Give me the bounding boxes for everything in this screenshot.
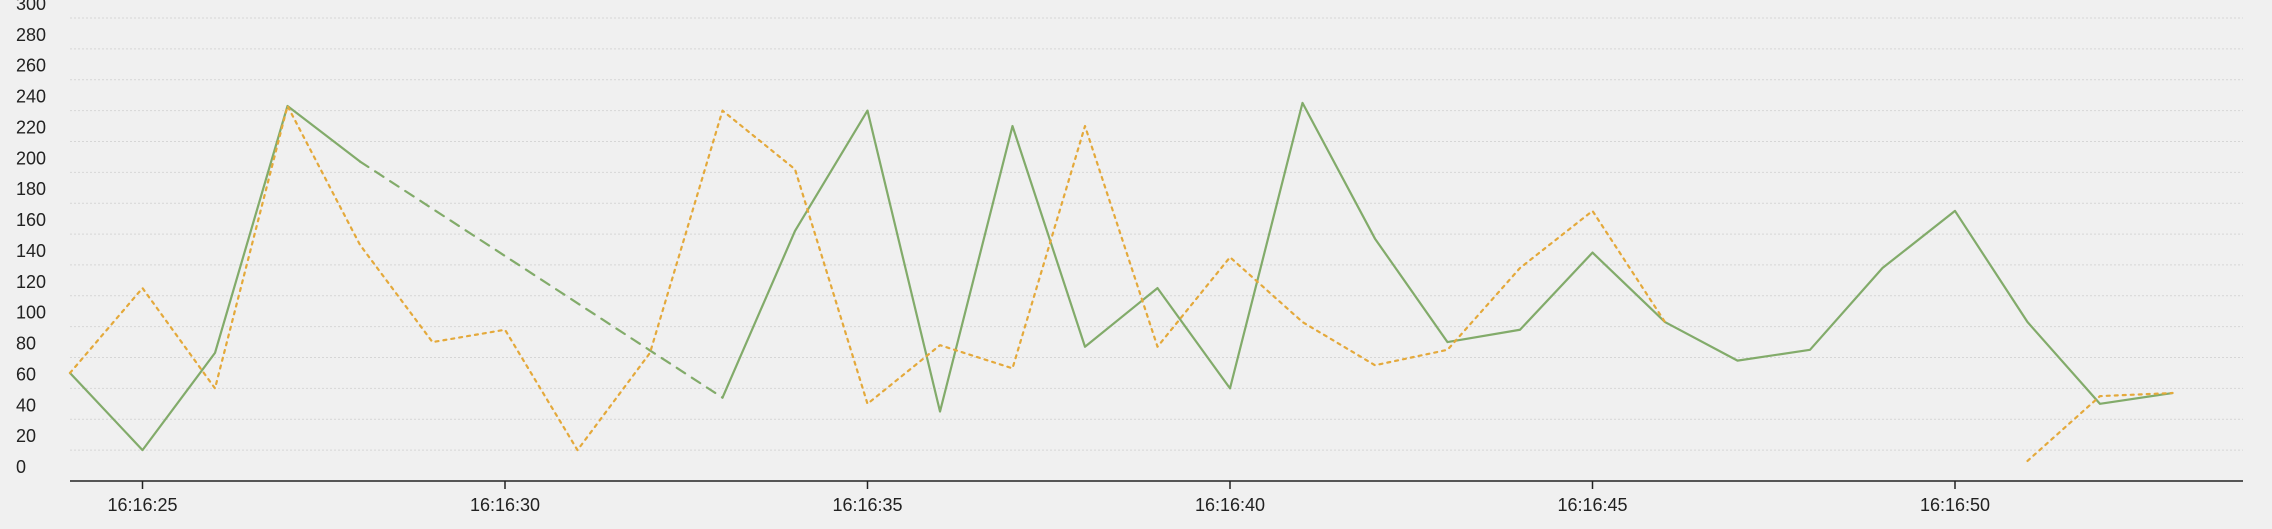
- y-tick-label: 60: [16, 364, 36, 384]
- x-axis: 16:16:25 16:16:30 16:16:35 16:16:40 16:16:45…: [70, 481, 2243, 515]
- y-tick-label: 240: [16, 87, 46, 107]
- x-tick-label: 16:16:35: [832, 495, 902, 515]
- x-tick-label: 16:16:25: [107, 495, 177, 515]
- x-tick-label: 16:16:30: [470, 495, 540, 515]
- y-tick-label: 160: [16, 210, 46, 230]
- y-tick-label: 20: [16, 426, 36, 446]
- x-tick-label: 16:16:50: [1920, 495, 1990, 515]
- series-1: [70, 103, 2173, 450]
- x-tick-label: 16:16:45: [1557, 495, 1627, 515]
- y-tick-label: 200: [16, 148, 46, 168]
- series-line: [70, 106, 1665, 450]
- y-tick-label: 120: [16, 272, 46, 292]
- y-axis-ticks: 0 20 40 60 80 100 120 140 160 180 200 220 240 260 280 3…: [16, 0, 46, 477]
- x-tick-label: 16:16:40: [1195, 495, 1265, 515]
- y-tick-label: 280: [16, 25, 46, 45]
- grid-layer: [70, 18, 2243, 450]
- series-2: [70, 106, 2173, 461]
- series-layer: [70, 103, 2173, 461]
- y-tick-label: 40: [16, 395, 36, 415]
- y-tick-label: 140: [16, 241, 46, 261]
- y-tick-label: 300: [16, 0, 46, 14]
- y-tick-label: 80: [16, 334, 36, 354]
- y-tick-label: 220: [16, 117, 46, 137]
- y-tick-label: 260: [16, 56, 46, 76]
- y-tick-label: 100: [16, 303, 46, 323]
- series-gap-line: [360, 162, 723, 398]
- series-line: [723, 103, 2173, 412]
- series-line: [70, 106, 360, 450]
- y-tick-label: 180: [16, 179, 46, 199]
- y-tick-label: 0: [16, 457, 26, 477]
